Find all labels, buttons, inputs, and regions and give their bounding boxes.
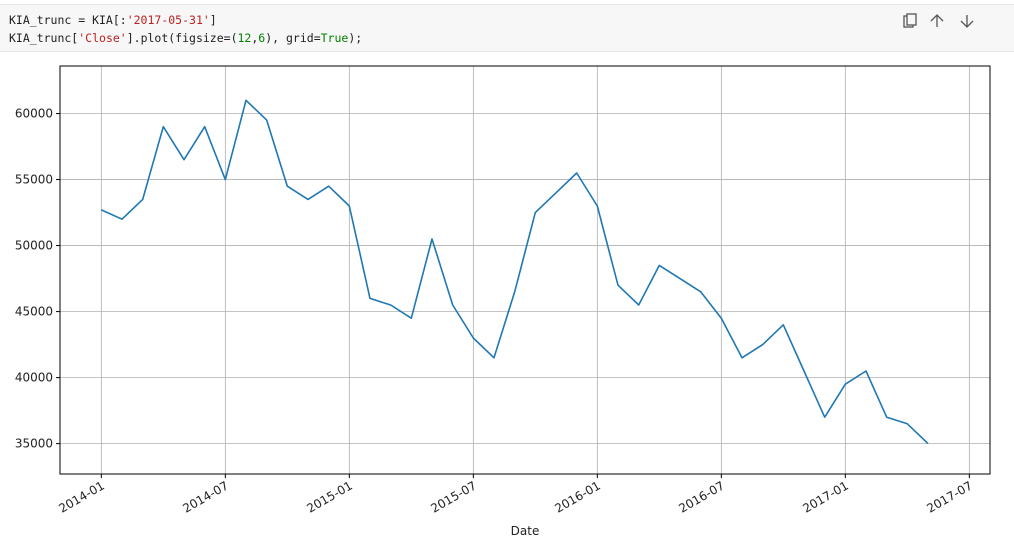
y-tick-label: 45000 [15, 305, 53, 319]
code-token: 12 [237, 31, 252, 45]
code-token: , [251, 31, 259, 45]
code: KIA_trunc = KIA[:'2017-05-31'] KIA_trunc[… [9, 11, 362, 47]
y-tick-label: 50000 [15, 239, 53, 253]
x-tick-label: 2017-07 [924, 478, 974, 515]
line-series [100, 99, 929, 445]
y-tick-label: 35000 [15, 437, 53, 451]
code-token: ), grid= [265, 31, 321, 45]
plot-frame [59, 65, 991, 475]
code-token: KIA_trunc = KIA[: [9, 13, 127, 27]
y-tick-label: 60000 [15, 107, 53, 121]
code-token: ].plot(figsize=( [126, 31, 238, 45]
code-token: True [320, 31, 349, 45]
code-token: 6 [258, 31, 266, 45]
y-tick-label: 55000 [15, 173, 53, 187]
x-tick-label: 2017-01 [800, 478, 850, 515]
code-token: ); [348, 31, 363, 45]
code-token: KIA_trunc[ [9, 31, 79, 45]
x-tick-label: 2015-01 [304, 478, 354, 515]
y-tick-label: 40000 [15, 371, 53, 385]
cell-toolbar [903, 13, 974, 28]
x-tick-label: 2014-07 [180, 478, 230, 515]
code-token: '2017-05-31' [126, 13, 210, 27]
code-token: ] [209, 13, 217, 27]
code-line: KIA_trunc['Close'].plot(figsize=(12,6), … [9, 29, 362, 47]
x-tick-label: 2015-07 [428, 478, 478, 515]
code-cell[interactable]: KIA_trunc = KIA[:'2017-05-31'] KIA_trunc[… [0, 4, 1014, 52]
move-up-icon[interactable] [930, 14, 944, 27]
move-down-icon[interactable] [960, 15, 974, 28]
x-tick-label: 2014-01 [56, 478, 106, 515]
x-axis-label: Date [511, 524, 540, 538]
code-line: KIA_trunc = KIA[:'2017-05-31'] [9, 11, 362, 29]
x-tick-label: 2016-01 [552, 478, 602, 515]
x-tick-label: 2016-07 [676, 478, 726, 515]
code-token: 'Close' [78, 31, 127, 45]
